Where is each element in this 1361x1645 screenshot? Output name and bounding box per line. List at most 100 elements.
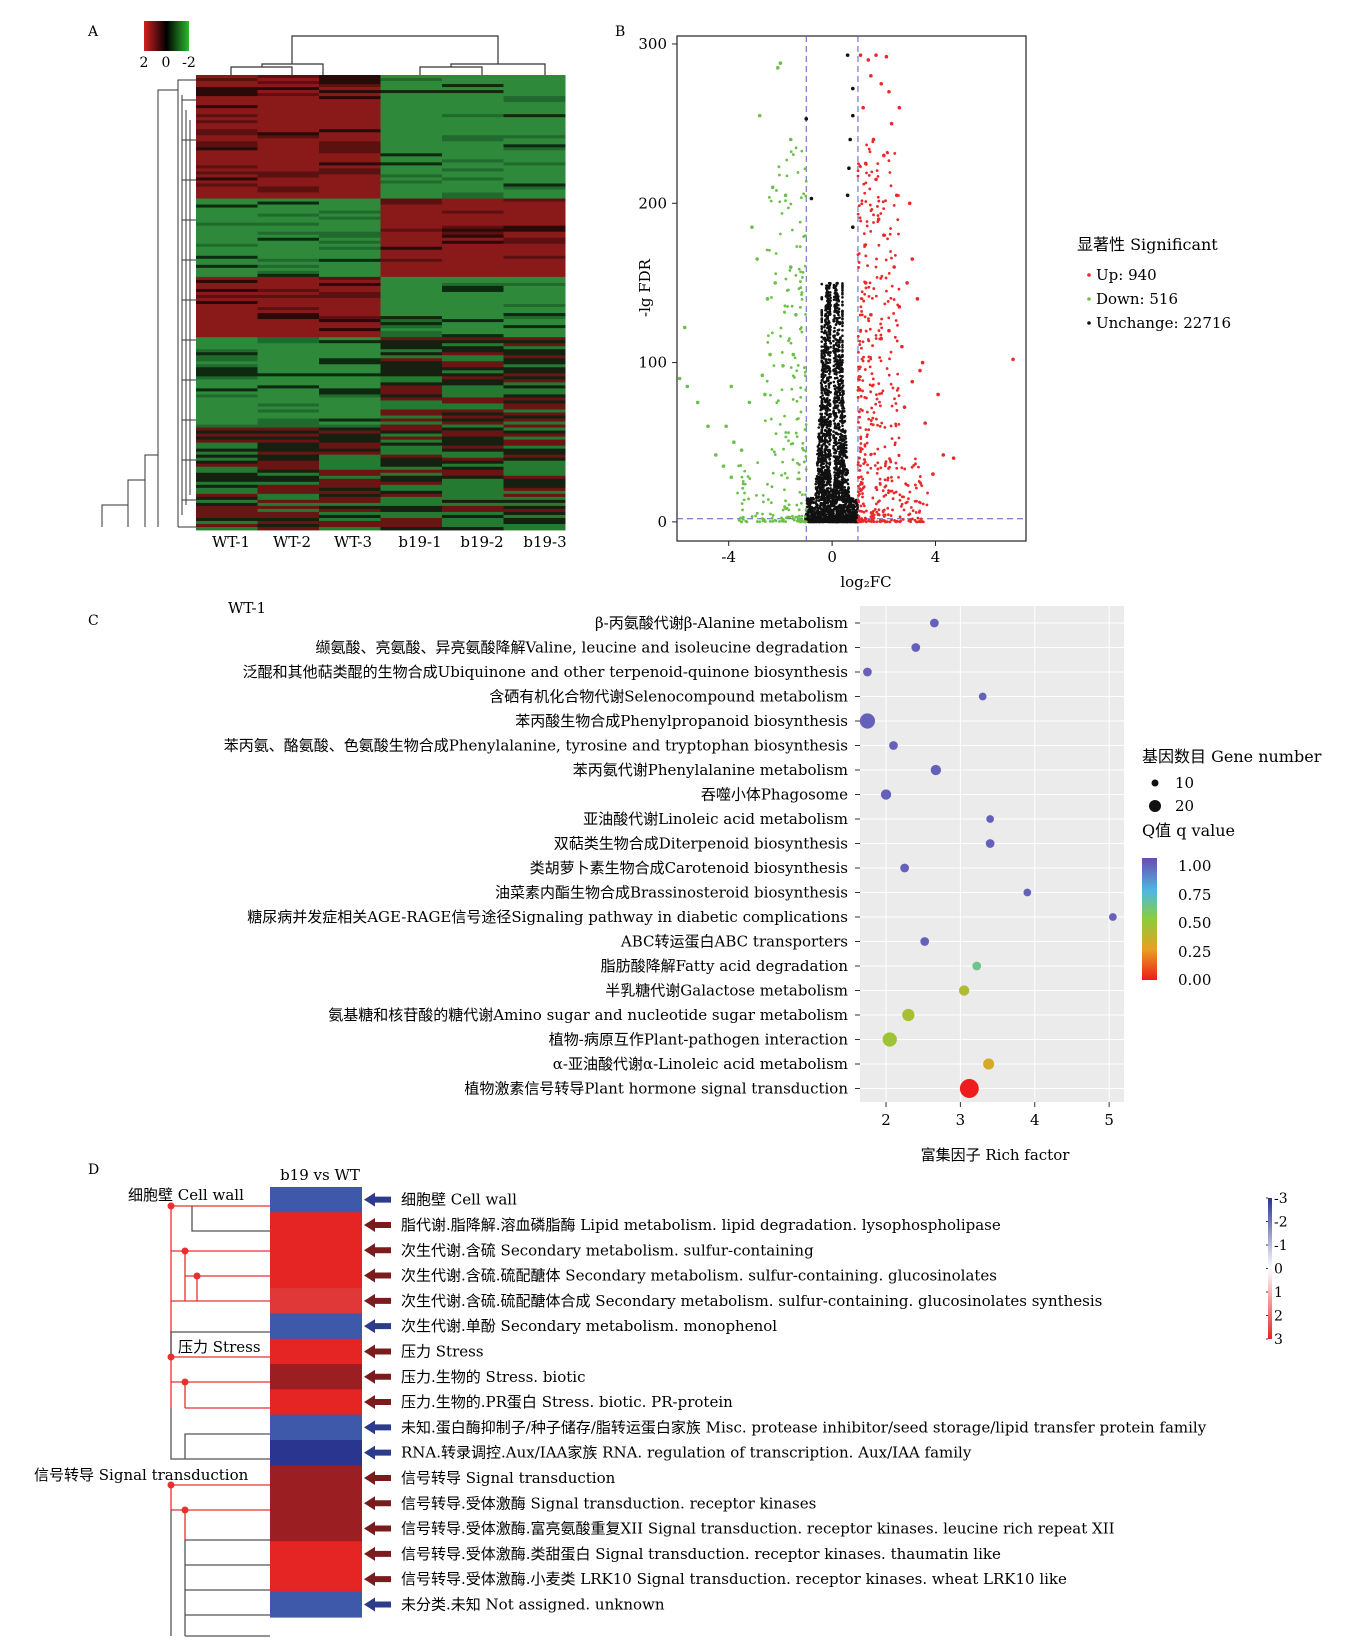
- up-point: [897, 475, 900, 479]
- up-point: [856, 395, 860, 399]
- heatmap-a-cell: [196, 204, 258, 208]
- heatmap-a-cell: [196, 78, 258, 82]
- enrichment-point: [1108, 913, 1117, 921]
- heatmap-a-cell: [319, 201, 381, 205]
- heatmap-a-cell: [319, 451, 381, 456]
- up-point: [877, 199, 881, 203]
- down-point: [763, 520, 767, 523]
- heatmap-d-cell: [270, 1566, 362, 1593]
- up-point: [864, 243, 868, 247]
- up-point: [880, 317, 884, 321]
- heatmap-a-cell: [380, 403, 443, 407]
- unchange-point: [824, 286, 828, 290]
- unchange-point: [828, 336, 832, 340]
- unchange-point: [841, 374, 844, 378]
- unchange-point: [821, 486, 825, 489]
- unchange-outlier-point: [848, 137, 853, 142]
- unchange-point: [825, 299, 829, 303]
- heatmap-a-cell: [442, 177, 504, 181]
- up-point: [891, 386, 895, 390]
- heatmap-a-cell: [380, 307, 443, 311]
- up-point: [884, 460, 888, 464]
- heatmap-a-cell: [257, 198, 320, 202]
- up-point: [875, 275, 879, 279]
- heatmap-a-cell: [319, 252, 381, 257]
- row-arrow-icon: [364, 1217, 391, 1232]
- heatmap-a-cell: [319, 261, 381, 266]
- heatmap-a-cell: [319, 258, 381, 263]
- unchange-point: [816, 476, 819, 479]
- down-point: [800, 514, 804, 518]
- up-point: [863, 458, 866, 462]
- heatmap-a-cell: [503, 87, 566, 91]
- unchange-point: [831, 492, 835, 495]
- heatmap-a-cell: [257, 325, 320, 329]
- unchange-point: [824, 496, 828, 500]
- up-point: [898, 498, 902, 502]
- heatmap-a-cell: [442, 463, 504, 468]
- panel-c: C WT-1 β-丙氨酸代谢β-Alanine metabolism缬氨酸、亮氨…: [88, 599, 1322, 1164]
- heatmap-a-cell: [442, 174, 504, 178]
- heatmap-a-cell: [319, 204, 381, 208]
- unchange-point: [833, 329, 836, 333]
- unchange-point: [827, 448, 831, 452]
- enrichment-point: [889, 741, 898, 750]
- up-point: [879, 466, 883, 470]
- panel-d-letter: D: [88, 1162, 99, 1178]
- unchange-point: [818, 498, 822, 502]
- unchange-point: [826, 473, 830, 476]
- down-point: [789, 150, 793, 154]
- heatmap-a-cell: [257, 418, 320, 422]
- down-point: [783, 304, 787, 308]
- up-point: [863, 191, 867, 195]
- heatmap-a-cell: [503, 337, 566, 341]
- down-point: [769, 199, 773, 203]
- heatmap-a-cell: [257, 135, 320, 139]
- heatmap-a-cell: [442, 201, 504, 205]
- heatmap-a-cell: [503, 102, 566, 106]
- unchange-point: [833, 516, 836, 520]
- heatmap-a-cell: [380, 454, 443, 459]
- heatmap-a-cell: [257, 376, 320, 380]
- volcano-x-axis-label: log₂FC: [840, 573, 891, 591]
- heatmap-a-cell: [196, 322, 258, 326]
- heatmap-a-cell: [503, 481, 566, 486]
- heatmap-a-cell: [319, 138, 381, 142]
- up-point: [858, 446, 862, 450]
- heatmap-a-cell: [196, 409, 258, 413]
- unchange-point: [841, 406, 844, 410]
- heatmap-a-cell: [380, 388, 443, 392]
- heatmap-a-cell: [319, 415, 381, 419]
- down-point: [795, 399, 799, 403]
- down-point: [783, 472, 787, 475]
- heatmap-d-row-label: 压力.生物的.PR蛋白 Stress. biotic. PR-protein: [401, 1393, 733, 1411]
- unchange-point: [839, 377, 843, 381]
- heatmap-a-cell: [442, 445, 504, 450]
- unchange-point: [848, 503, 851, 506]
- heatmap-a-cell: [503, 478, 566, 483]
- up-point: [861, 492, 864, 495]
- unchange-point: [849, 508, 852, 512]
- up-point: [895, 409, 899, 412]
- up-point: [865, 224, 869, 228]
- up-point: [862, 355, 865, 359]
- volcano-plot-frame: [676, 35, 1027, 542]
- heatmap-a-cell: [257, 111, 320, 115]
- heatmap-d-row-label: 次生代谢.含硫.硫配醣体 Secondary metabolism. sulfu…: [401, 1267, 997, 1285]
- up-point: [883, 478, 887, 482]
- down-point: [785, 476, 789, 480]
- heatmap-a-cell: [257, 400, 320, 404]
- heatmap-a-cell: [196, 168, 258, 172]
- heatmap-a-cell: [196, 412, 258, 416]
- heatmap-a-cell: [380, 123, 443, 127]
- unchange-point: [841, 368, 844, 372]
- down-point: [781, 519, 785, 523]
- heatmap-a-cell: [196, 439, 258, 444]
- up-point: [865, 410, 869, 414]
- unchange-point: [820, 401, 824, 405]
- unchange-point: [841, 424, 844, 428]
- up-point: [870, 372, 874, 376]
- heatmap-a-cell: [257, 472, 320, 477]
- unchange-point: [828, 354, 832, 357]
- unchange-point: [841, 500, 845, 504]
